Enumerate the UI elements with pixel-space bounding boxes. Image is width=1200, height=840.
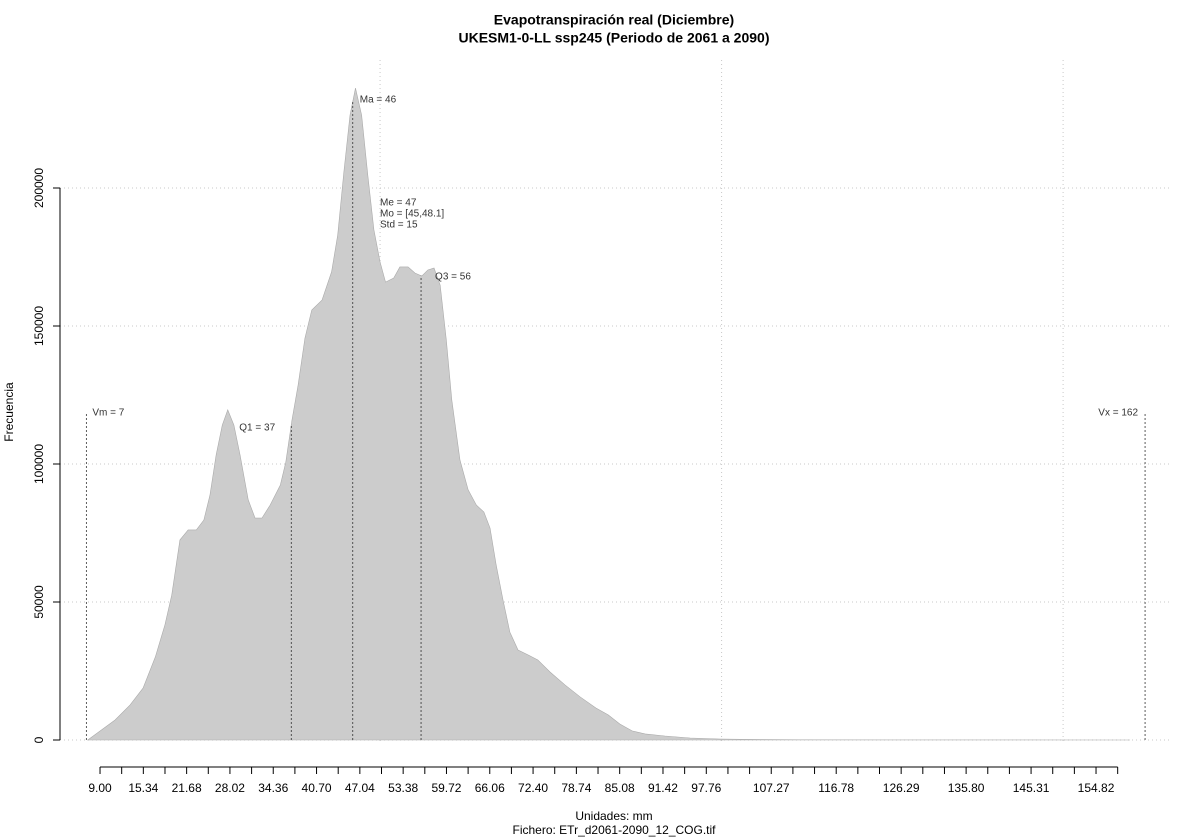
y-tick-label: 0 [32, 736, 46, 743]
x-tick-label: 145.31 [1013, 781, 1050, 795]
x-tick-label: 135.80 [948, 781, 985, 795]
x-tick-label: 72.40 [518, 781, 548, 795]
marker-label: Vm = 7 [92, 408, 124, 419]
density-area [86, 88, 1131, 741]
marker-label: Q3 = 56 [435, 271, 471, 282]
y-tick-label: 150000 [32, 306, 46, 346]
x-tick-label: 9.00 [88, 781, 112, 795]
x-tick-label: 97.76 [691, 781, 721, 795]
x-tick-label: 107.27 [753, 781, 790, 795]
x-tick-label: 47.04 [345, 781, 375, 795]
x-tick-label: 40.70 [302, 781, 332, 795]
chart-subtitle: UKESM1-0-LL ssp245 (Periodo de 2061 a 20… [459, 30, 770, 46]
x-tick-label: 91.42 [648, 781, 678, 795]
y-tick-label: 50000 [32, 585, 46, 619]
x-tick-label: 85.08 [605, 781, 635, 795]
x-tick-label: 66.06 [475, 781, 505, 795]
x-tick-label: 53.38 [388, 781, 418, 795]
stats-label: Std = 15 [380, 220, 418, 231]
chart-title: Evapotranspiración real (Diciembre) [494, 12, 734, 28]
y-axis-label: Frecuencia [2, 382, 16, 442]
x-axis-label: Unidades: mm [575, 809, 652, 823]
stats-label: Mo = [45,48.1] [380, 209, 444, 220]
x-tick-label: 154.82 [1078, 781, 1115, 795]
x-tick-label: 126.29 [883, 781, 920, 795]
x-tick-label: 21.68 [172, 781, 202, 795]
x-tick-label: 15.34 [128, 781, 158, 795]
y-tick-label: 100000 [32, 444, 46, 484]
stats-label: Me = 47 [380, 198, 417, 209]
x-tick-label: 28.02 [215, 781, 245, 795]
x-tick-label: 78.74 [561, 781, 591, 795]
marker-label: Vx = 162 [1098, 408, 1138, 419]
marker-label: Ma = 46 [360, 94, 397, 105]
x-tick-label: 116.78 [818, 781, 854, 795]
source-label: Fichero: ETr_d2061-2090_12_COG.tif [513, 823, 717, 837]
x-tick-label: 34.36 [258, 781, 288, 795]
x-tick-label: 59.72 [431, 781, 461, 795]
y-tick-label: 200000 [32, 168, 46, 208]
marker-label: Q1 = 37 [239, 422, 275, 433]
